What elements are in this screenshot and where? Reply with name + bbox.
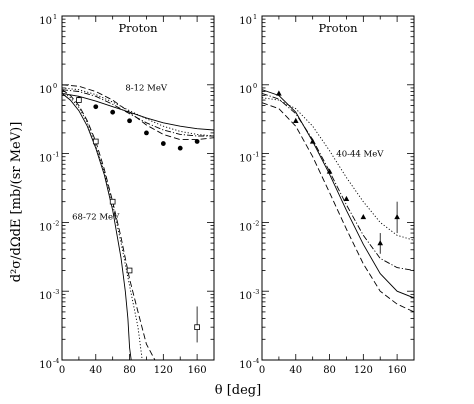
x-tick-label: 80	[323, 365, 336, 376]
series-line-dotted	[62, 91, 143, 360]
series-line-solid	[62, 93, 132, 360]
y-tick-exponent: -2	[253, 219, 259, 227]
y-tick-label: 10	[39, 154, 52, 165]
data-point-triangle	[394, 213, 400, 220]
y-tick-label: 10	[39, 360, 52, 371]
y-tick-label: 10	[239, 222, 252, 233]
plot-frame	[261, 15, 415, 361]
series-line-solid	[262, 89, 414, 299]
y-tick-exponent: 1	[53, 13, 57, 21]
y-tick-label: 10	[39, 222, 52, 233]
y-tick-label: 10	[239, 291, 252, 302]
x-tick-label: 40	[289, 365, 302, 376]
y-tick-label: 10	[39, 85, 52, 96]
x-tick-label: 160	[388, 365, 407, 376]
plot-frame	[61, 15, 215, 361]
data-point-square	[92, 138, 99, 145]
curve-annotation: 8-12 MeV	[125, 84, 168, 94]
y-tick-exponent: -4	[53, 357, 59, 365]
series-line-dashdot	[262, 92, 414, 271]
x-tick-label: 40	[89, 365, 102, 376]
x-tick-label: 0	[59, 365, 65, 376]
series-line-dotted	[62, 87, 214, 137]
series-line-dotted	[262, 97, 414, 241]
y-tick-label: 10	[239, 16, 252, 27]
data-point-circle	[110, 109, 116, 115]
y-tick-exponent: -3	[53, 288, 59, 296]
data-point-triangle	[360, 213, 367, 220]
y-tick-exponent: 1	[253, 13, 257, 21]
data-point-circle	[160, 141, 166, 146]
curve-annotation: 68-72 MeV	[72, 213, 120, 223]
data-point-circle	[177, 145, 183, 151]
data-point-triangle	[276, 90, 282, 96]
data-point-square	[76, 97, 82, 103]
series-line-solid	[62, 92, 214, 131]
data-point-square	[126, 267, 133, 274]
data-point-circle	[127, 118, 132, 124]
panel-title: Proton	[118, 21, 158, 35]
data-point-triangle	[326, 168, 333, 174]
y-tick-exponent: -1	[53, 151, 59, 159]
y-tick-exponent: -3	[253, 288, 259, 296]
data-point-triangle	[343, 195, 350, 202]
series-line-dashdot	[62, 89, 214, 137]
panel-title: Proton	[318, 21, 358, 35]
x-tick-label: 120	[354, 365, 373, 376]
data-point-triangle	[309, 138, 316, 144]
curve-annotation: 40-44 MeV	[336, 150, 384, 160]
y-tick-exponent: 0	[53, 82, 57, 90]
data-point-triangle	[377, 240, 384, 246]
y-tick-exponent: -2	[53, 219, 59, 227]
series-line-dashed	[262, 102, 414, 313]
y-tick-exponent: -4	[253, 357, 259, 365]
x-tick-label: 80	[123, 365, 136, 376]
data-point-circle	[194, 139, 200, 144]
data-point-triangle	[292, 117, 299, 123]
y-tick-exponent: -1	[253, 151, 259, 159]
data-point-square	[194, 324, 200, 330]
y-tick-label: 10	[39, 291, 52, 302]
x-axis-title: θ [deg]	[215, 383, 261, 398]
y-axis-title: d²σ/dΩdE [mb/(sr MeV)]	[9, 122, 24, 283]
y-tick-exponent: 0	[253, 82, 257, 90]
x-tick-label: 160	[188, 365, 207, 376]
y-tick-label: 10	[39, 16, 52, 27]
y-tick-label: 10	[239, 360, 252, 371]
data-point-square	[109, 198, 116, 205]
data-point-circle	[93, 104, 99, 110]
y-tick-label: 10	[239, 85, 252, 96]
x-tick-label: 0	[259, 365, 265, 376]
x-tick-label: 120	[154, 365, 173, 376]
series-line-dashed	[62, 89, 156, 360]
data-point-circle	[144, 130, 149, 136]
y-tick-label: 10	[239, 154, 252, 165]
